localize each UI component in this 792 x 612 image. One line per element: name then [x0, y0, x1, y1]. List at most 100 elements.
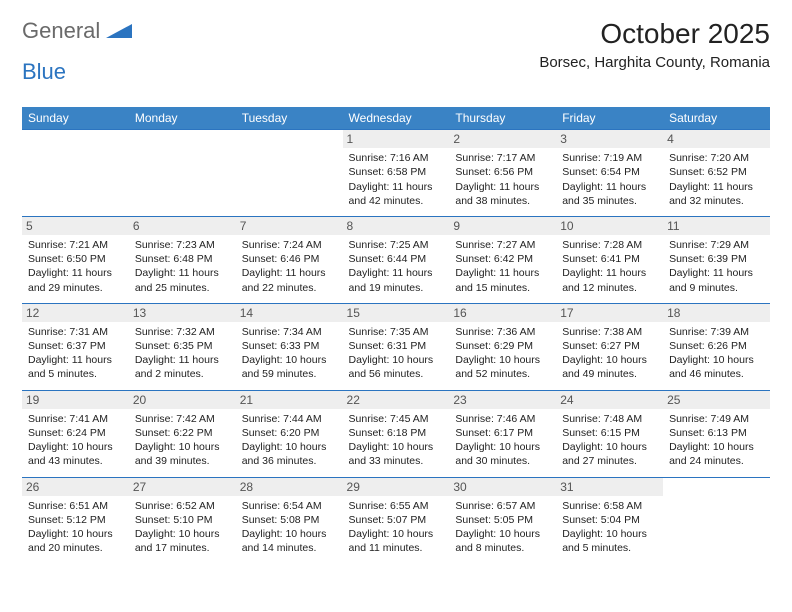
- sunset-line: Sunset: 6:26 PM: [669, 339, 764, 353]
- weekday-header: Monday: [129, 107, 236, 130]
- day-number: 28: [236, 478, 343, 496]
- day-number: 22: [343, 391, 450, 409]
- sunset-line: Sunset: 5:10 PM: [135, 513, 230, 527]
- calendar-cell: 7Sunrise: 7:24 AMSunset: 6:46 PMDaylight…: [236, 216, 343, 303]
- calendar-cell: 12Sunrise: 7:31 AMSunset: 6:37 PMDayligh…: [22, 303, 129, 390]
- daylight-line: Daylight: 11 hours and 12 minutes.: [562, 266, 657, 294]
- day-number: 5: [22, 217, 129, 235]
- weekday-header: Wednesday: [343, 107, 450, 130]
- day-number: 19: [22, 391, 129, 409]
- daylight-line: Daylight: 11 hours and 5 minutes.: [28, 353, 123, 381]
- daylight-line: Daylight: 11 hours and 35 minutes.: [562, 180, 657, 208]
- sunrise-line: Sunrise: 6:51 AM: [28, 499, 123, 513]
- calendar-cell: 21Sunrise: 7:44 AMSunset: 6:20 PMDayligh…: [236, 390, 343, 477]
- daylight-line: Daylight: 10 hours and 39 minutes.: [135, 440, 230, 468]
- daylight-line: Daylight: 10 hours and 36 minutes.: [242, 440, 337, 468]
- calendar-header-row: SundayMondayTuesdayWednesdayThursdayFrid…: [22, 107, 770, 130]
- day-number: 3: [556, 130, 663, 148]
- daylight-line: Daylight: 11 hours and 29 minutes.: [28, 266, 123, 294]
- sunset-line: Sunset: 6:41 PM: [562, 252, 657, 266]
- sunset-line: Sunset: 6:29 PM: [455, 339, 550, 353]
- calendar-cell: 30Sunrise: 6:57 AMSunset: 5:05 PMDayligh…: [449, 477, 556, 563]
- calendar-cell: 31Sunrise: 6:58 AMSunset: 5:04 PMDayligh…: [556, 477, 663, 563]
- day-number: 20: [129, 391, 236, 409]
- sunrise-line: Sunrise: 7:48 AM: [562, 412, 657, 426]
- sunrise-line: Sunrise: 7:28 AM: [562, 238, 657, 252]
- daylight-line: Daylight: 10 hours and 33 minutes.: [349, 440, 444, 468]
- sunrise-line: Sunrise: 7:42 AM: [135, 412, 230, 426]
- daylight-line: Daylight: 10 hours and 49 minutes.: [562, 353, 657, 381]
- calendar-cell: 13Sunrise: 7:32 AMSunset: 6:35 PMDayligh…: [129, 303, 236, 390]
- daylight-line: Daylight: 11 hours and 22 minutes.: [242, 266, 337, 294]
- sunset-line: Sunset: 6:15 PM: [562, 426, 657, 440]
- sunrise-line: Sunrise: 6:57 AM: [455, 499, 550, 513]
- day-number: 2: [449, 130, 556, 148]
- sunrise-line: Sunrise: 7:21 AM: [28, 238, 123, 252]
- calendar-row: 26Sunrise: 6:51 AMSunset: 5:12 PMDayligh…: [22, 477, 770, 563]
- sunrise-line: Sunrise: 7:45 AM: [349, 412, 444, 426]
- calendar-cell: [129, 130, 236, 217]
- day-number: 23: [449, 391, 556, 409]
- sunset-line: Sunset: 6:54 PM: [562, 165, 657, 179]
- daylight-line: Daylight: 11 hours and 32 minutes.: [669, 180, 764, 208]
- day-number: 26: [22, 478, 129, 496]
- calendar-cell: 1Sunrise: 7:16 AMSunset: 6:58 PMDaylight…: [343, 130, 450, 217]
- calendar-cell: 27Sunrise: 6:52 AMSunset: 5:10 PMDayligh…: [129, 477, 236, 563]
- logo-triangle-icon: [106, 20, 132, 43]
- day-number: 17: [556, 304, 663, 322]
- sunrise-line: Sunrise: 7:34 AM: [242, 325, 337, 339]
- calendar-cell: 10Sunrise: 7:28 AMSunset: 6:41 PMDayligh…: [556, 216, 663, 303]
- calendar-row: 12Sunrise: 7:31 AMSunset: 6:37 PMDayligh…: [22, 303, 770, 390]
- day-number: 30: [449, 478, 556, 496]
- calendar-table: SundayMondayTuesdayWednesdayThursdayFrid…: [22, 107, 770, 563]
- calendar-cell: 6Sunrise: 7:23 AMSunset: 6:48 PMDaylight…: [129, 216, 236, 303]
- daylight-line: Daylight: 10 hours and 27 minutes.: [562, 440, 657, 468]
- weekday-header: Thursday: [449, 107, 556, 130]
- sunset-line: Sunset: 6:13 PM: [669, 426, 764, 440]
- sunset-line: Sunset: 6:46 PM: [242, 252, 337, 266]
- day-number: 15: [343, 304, 450, 322]
- calendar-cell: [663, 477, 770, 563]
- calendar-cell: 4Sunrise: 7:20 AMSunset: 6:52 PMDaylight…: [663, 130, 770, 217]
- month-title: October 2025: [539, 18, 770, 50]
- sunrise-line: Sunrise: 7:17 AM: [455, 151, 550, 165]
- sunrise-line: Sunrise: 7:19 AM: [562, 151, 657, 165]
- sunrise-line: Sunrise: 7:20 AM: [669, 151, 764, 165]
- daylight-line: Daylight: 10 hours and 56 minutes.: [349, 353, 444, 381]
- calendar-cell: 20Sunrise: 7:42 AMSunset: 6:22 PMDayligh…: [129, 390, 236, 477]
- weekday-header: Sunday: [22, 107, 129, 130]
- sunrise-line: Sunrise: 7:25 AM: [349, 238, 444, 252]
- weekday-header: Saturday: [663, 107, 770, 130]
- calendar-cell: 2Sunrise: 7:17 AMSunset: 6:56 PMDaylight…: [449, 130, 556, 217]
- logo: General: [22, 18, 134, 44]
- calendar-cell: 11Sunrise: 7:29 AMSunset: 6:39 PMDayligh…: [663, 216, 770, 303]
- calendar-cell: [236, 130, 343, 217]
- sunrise-line: Sunrise: 7:24 AM: [242, 238, 337, 252]
- day-number: 12: [22, 304, 129, 322]
- logo-text-blue: Blue: [22, 59, 66, 84]
- sunset-line: Sunset: 6:33 PM: [242, 339, 337, 353]
- daylight-line: Daylight: 11 hours and 2 minutes.: [135, 353, 230, 381]
- daylight-line: Daylight: 10 hours and 52 minutes.: [455, 353, 550, 381]
- calendar-cell: 26Sunrise: 6:51 AMSunset: 5:12 PMDayligh…: [22, 477, 129, 563]
- sunrise-line: Sunrise: 7:16 AM: [349, 151, 444, 165]
- day-number: 18: [663, 304, 770, 322]
- weekday-header: Tuesday: [236, 107, 343, 130]
- sunrise-line: Sunrise: 7:44 AM: [242, 412, 337, 426]
- calendar-cell: 25Sunrise: 7:49 AMSunset: 6:13 PMDayligh…: [663, 390, 770, 477]
- calendar-cell: 9Sunrise: 7:27 AMSunset: 6:42 PMDaylight…: [449, 216, 556, 303]
- calendar-cell: 15Sunrise: 7:35 AMSunset: 6:31 PMDayligh…: [343, 303, 450, 390]
- sunset-line: Sunset: 6:48 PM: [135, 252, 230, 266]
- day-number: 8: [343, 217, 450, 235]
- sunset-line: Sunset: 5:04 PM: [562, 513, 657, 527]
- day-number: 9: [449, 217, 556, 235]
- daylight-line: Daylight: 10 hours and 20 minutes.: [28, 527, 123, 555]
- day-number: 6: [129, 217, 236, 235]
- day-number: 14: [236, 304, 343, 322]
- sunset-line: Sunset: 6:17 PM: [455, 426, 550, 440]
- daylight-line: Daylight: 10 hours and 17 minutes.: [135, 527, 230, 555]
- day-number: 13: [129, 304, 236, 322]
- sunrise-line: Sunrise: 7:29 AM: [669, 238, 764, 252]
- sunrise-line: Sunrise: 7:32 AM: [135, 325, 230, 339]
- sunset-line: Sunset: 6:44 PM: [349, 252, 444, 266]
